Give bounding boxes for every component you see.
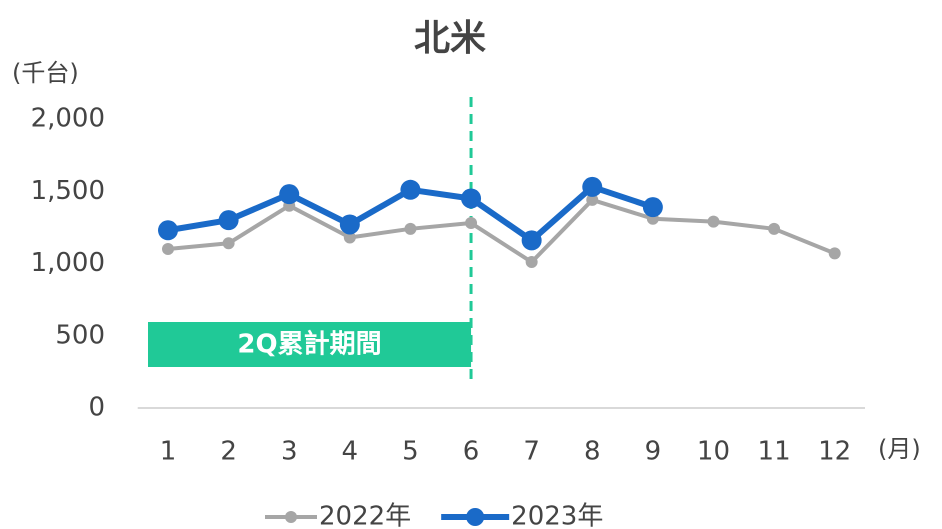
y-tick-label: 2,000 [31,104,105,134]
x-unit: (月) [878,435,921,463]
point [586,193,599,206]
x-tick-label: 10 [697,437,730,467]
point [582,176,603,197]
x-tick-label: 4 [342,437,359,467]
y-tick-label: 1,500 [31,176,105,206]
point [343,231,356,244]
point [521,230,542,251]
x-tick-label: 5 [402,437,419,467]
point [768,222,781,235]
x-tick-label: 12 [818,437,851,467]
legend-label: 2023年 [511,502,603,529]
x-tick-label: 7 [523,437,540,467]
point [218,210,239,231]
chart-title: 北米 [414,18,486,59]
point [162,243,175,256]
legend-label: 2022年 [319,502,411,529]
period-box [148,322,472,367]
point [642,197,663,218]
x-tick-label: 3 [281,437,298,467]
x-tick-label: 9 [645,437,662,467]
series-line [167,197,836,265]
y-tick-label: 0 [88,393,105,423]
point [461,188,482,209]
point [707,215,720,228]
x-tick-label: 6 [463,437,480,467]
point [339,214,360,235]
period-label: 2Q累計期間 [237,329,381,360]
point [525,256,538,269]
point [828,247,841,260]
y-tick-label: 500 [55,320,105,350]
legend-marker [285,511,297,523]
x-tick-label: 2 [220,437,237,467]
y-unit: (千台) [12,59,79,87]
point [279,184,300,205]
point [404,222,417,235]
x-tick-label: 8 [584,437,601,467]
point [222,237,235,250]
y-tick-label: 1,000 [31,248,105,278]
point [400,179,421,200]
point [465,217,478,230]
x-tick-label: 11 [758,437,791,467]
point [158,220,179,241]
legend-marker [466,508,485,526]
x-tick-label: 1 [160,437,177,467]
